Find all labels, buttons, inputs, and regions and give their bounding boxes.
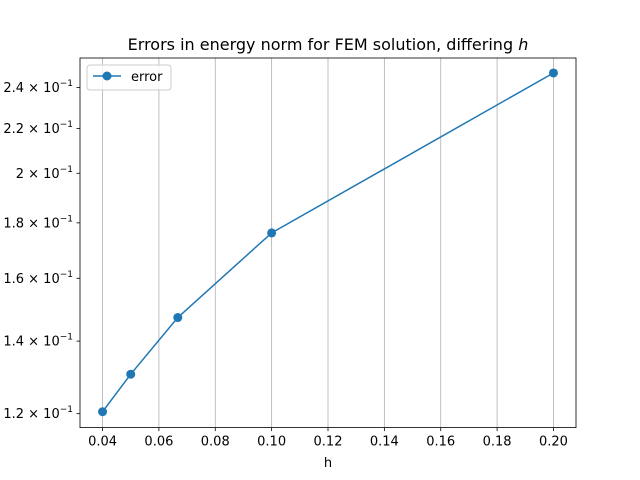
data-point (126, 369, 136, 379)
x-tick-label: 0.06 (144, 435, 173, 450)
x-tick-label: 0.16 (426, 435, 455, 450)
chart-title: Errors in energy norm for FEM solution, … (128, 35, 529, 54)
data-point (548, 68, 558, 78)
y-tick-label: 1.2 × 10−1 (3, 405, 73, 422)
y-tick-label: 1.8 × 10−1 (3, 214, 73, 231)
legend: error (86, 64, 172, 91)
x-axis-label: h (324, 456, 332, 471)
x-tick-label: 0.12 (314, 435, 343, 450)
grid-lines (102, 58, 554, 428)
y-tick-label: 2 × 10−1 (16, 165, 73, 182)
x-tick-label: 0.04 (88, 435, 117, 450)
x-tick-label: 0.10 (257, 435, 286, 450)
legend-box (86, 64, 172, 91)
x-axis-ticks: 0.04 0.06 0.08 0.10 0.12 0.14 0.16 0.18 0.20 (88, 427, 568, 450)
y-tick-label: 1.4 × 10−1 (3, 333, 73, 350)
y-tick-label: 1.6 × 10−1 (3, 270, 73, 287)
y-tick-label: 2.4 × 10−1 (3, 79, 73, 96)
data-point (98, 407, 108, 417)
legend-label-error: error (131, 70, 163, 85)
x-tick-label: 0.14 (370, 435, 399, 450)
chart-title-text: Errors in energy norm for FEM solution, … (128, 35, 513, 54)
data-point (267, 228, 277, 238)
y-tick-label: 2.2 × 10−1 (3, 120, 73, 137)
chart-title-variable: h (518, 35, 528, 54)
y-axis-ticks: 1.2 × 10−1 1.4 × 10−1 1.6 × 10−1 1.8 × 10−1… (3, 79, 80, 422)
x-tick-label: 0.08 (201, 435, 230, 450)
series-layer (98, 68, 558, 417)
x-tick-label: 0.20 (539, 435, 568, 450)
legend-marker (102, 71, 112, 81)
data-point (173, 313, 183, 323)
x-tick-label: 0.18 (483, 435, 512, 450)
